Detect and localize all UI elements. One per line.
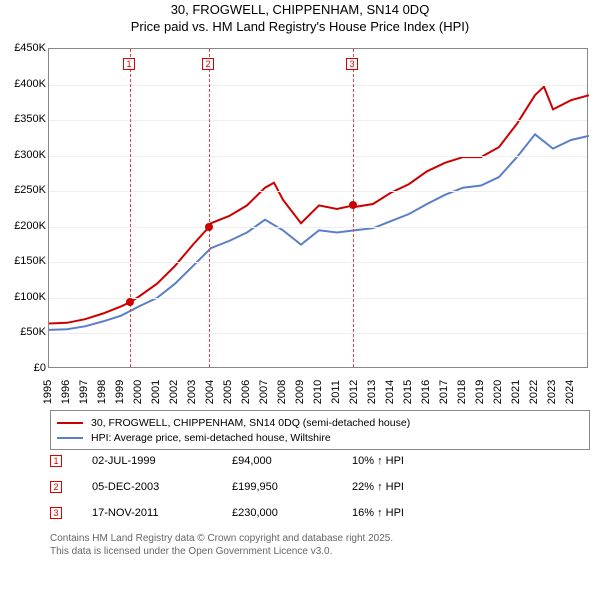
- legend-swatch: [57, 437, 83, 439]
- price-paid-delta: 22% ↑ HPI: [352, 481, 590, 493]
- x-tick-label: 2015: [402, 377, 414, 407]
- x-tick-label: 2004: [204, 377, 216, 407]
- x-tick-label: 2012: [348, 377, 360, 407]
- y-tick-label: £100K: [2, 291, 46, 303]
- x-tick-label: 2023: [546, 377, 558, 407]
- x-tick-label: 2021: [510, 377, 522, 407]
- price-paid-delta: 16% ↑ HPI: [352, 507, 590, 519]
- x-tick-label: 2006: [240, 377, 252, 407]
- x-tick-label: 2019: [474, 377, 486, 407]
- title-line-1: 30, FROGWELL, CHIPPENHAM, SN14 0DQ: [0, 2, 600, 19]
- y-tick-label: £300K: [2, 149, 46, 161]
- price-point-marker: [205, 223, 213, 231]
- legend-item: 30, FROGWELL, CHIPPENHAM, SN14 0DQ (semi…: [57, 415, 581, 430]
- y-tick-label: £400K: [2, 78, 46, 90]
- x-tick-label: 2014: [384, 377, 396, 407]
- x-tick-label: 2008: [276, 377, 288, 407]
- x-tick-label: 2007: [258, 377, 270, 407]
- event-marker: 2: [202, 58, 214, 70]
- price-paid-date: 02-JUL-1999: [92, 455, 232, 467]
- footer-attribution: Contains HM Land Registry data © Crown c…: [50, 532, 393, 558]
- price-paid-amount: £230,000: [232, 507, 352, 519]
- x-tick-label: 2005: [222, 377, 234, 407]
- chart-legend: 30, FROGWELL, CHIPPENHAM, SN14 0DQ (semi…: [50, 410, 590, 450]
- x-tick-label: 2001: [150, 377, 162, 407]
- legend-swatch: [57, 422, 83, 424]
- x-tick-label: 2010: [312, 377, 324, 407]
- price-paid-date: 05-DEC-2003: [92, 481, 232, 493]
- x-tick-label: 2018: [456, 377, 468, 407]
- x-tick-label: 2000: [132, 377, 144, 407]
- x-tick-label: 1998: [96, 377, 108, 407]
- x-tick-label: 2002: [168, 377, 180, 407]
- event-marker: 1: [123, 58, 135, 70]
- y-tick-label: £0: [2, 362, 46, 374]
- x-tick-label: 2020: [492, 377, 504, 407]
- chart-title: 30, FROGWELL, CHIPPENHAM, SN14 0DQ Price…: [0, 0, 600, 36]
- x-tick-label: 1997: [78, 377, 90, 407]
- y-tick-label: £350K: [2, 113, 46, 125]
- x-tick-label: 2009: [294, 377, 306, 407]
- price-paid-marker: 1: [50, 455, 62, 467]
- price-paid-row: 2 05-DEC-2003£199,95022% ↑ HPI: [50, 474, 590, 500]
- y-tick-label: £150K: [2, 255, 46, 267]
- y-tick-label: £250K: [2, 184, 46, 196]
- footer-line-1: Contains HM Land Registry data © Crown c…: [50, 532, 393, 545]
- y-tick-label: £450K: [2, 42, 46, 54]
- footer-line-2: This data is licensed under the Open Gov…: [50, 545, 393, 558]
- price-paid-row: 3 17-NOV-2011£230,00016% ↑ HPI: [50, 500, 590, 526]
- legend-label: HPI: Average price, semi-detached house,…: [91, 432, 331, 444]
- y-tick-label: £200K: [2, 220, 46, 232]
- price-paid-marker: 2: [50, 481, 62, 493]
- x-tick-label: 2011: [330, 377, 342, 407]
- y-tick-label: £50K: [2, 326, 46, 338]
- legend-label: 30, FROGWELL, CHIPPENHAM, SN14 0DQ (semi…: [91, 417, 410, 429]
- x-tick-label: 2003: [186, 377, 198, 407]
- x-tick-label: 2016: [420, 377, 432, 407]
- price-paid-amount: £199,950: [232, 481, 352, 493]
- x-tick-label: 2022: [528, 377, 540, 407]
- event-marker: 3: [346, 58, 358, 70]
- title-line-2: Price paid vs. HM Land Registry's House …: [0, 19, 600, 36]
- price-paid-date: 17-NOV-2011: [92, 507, 232, 519]
- event-vline: [209, 49, 210, 367]
- price-paid-marker: 3: [50, 507, 62, 519]
- legend-item: HPI: Average price, semi-detached house,…: [57, 430, 581, 445]
- price-paid-delta: 10% ↑ HPI: [352, 455, 590, 467]
- x-tick-label: 2017: [438, 377, 450, 407]
- x-tick-label: 1995: [42, 377, 54, 407]
- x-tick-label: 2024: [564, 377, 576, 407]
- chart-plot-area: [48, 48, 588, 368]
- x-tick-label: 1999: [114, 377, 126, 407]
- x-tick-label: 2013: [366, 377, 378, 407]
- price-paid-amount: £94,000: [232, 455, 352, 467]
- price-paid-row: 1 02-JUL-1999£94,00010% ↑ HPI: [50, 448, 590, 474]
- price-paid-table: 1 02-JUL-1999£94,00010% ↑ HPI 2 05-DEC-2003…: [50, 448, 590, 526]
- event-vline: [130, 49, 131, 367]
- x-tick-label: 1996: [60, 377, 72, 407]
